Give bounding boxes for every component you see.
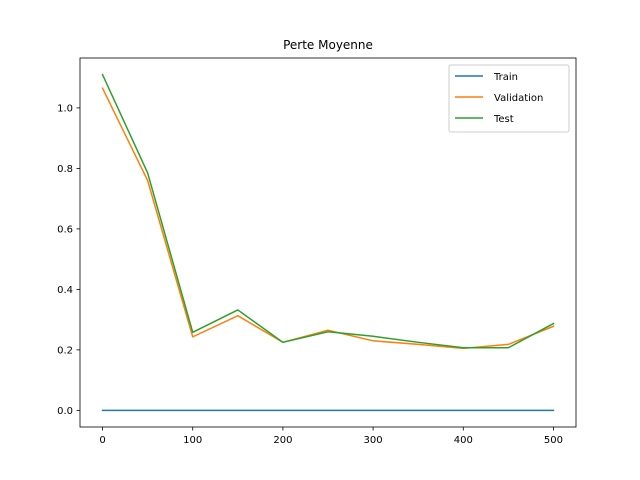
y-tick-label: 1.0 [57,103,73,114]
y-tick-label: 0.2 [57,345,73,356]
x-tick-label: 200 [273,435,292,446]
chart-title: Perte Moyenne [283,38,373,52]
y-tick-label: 0.4 [57,285,73,296]
x-tick-label: 100 [183,435,202,446]
y-tick-label: 0.8 [57,164,73,175]
legend: Train Validation Test [448,64,570,133]
legend-label-validation: Validation [494,93,543,104]
y-tick-label: 0.6 [57,224,73,235]
series-line-test [101,73,555,349]
plot-frame [79,57,577,428]
series-layer [101,73,555,412]
x-tick-label: 0 [99,435,105,446]
y-tick-label: 0.0 [57,406,73,417]
axes-layer: 0 100 200 300 400 500 0.0 0.2 0.4 0.6 0.8 1.0 [57,57,577,446]
legend-label-test: Test [493,114,514,125]
legend-label-train: Train [493,72,518,83]
x-tick-label: 300 [364,435,383,446]
legend-box [448,64,570,133]
x-tick-label: 500 [544,435,563,446]
x-tick-label: 400 [454,435,473,446]
